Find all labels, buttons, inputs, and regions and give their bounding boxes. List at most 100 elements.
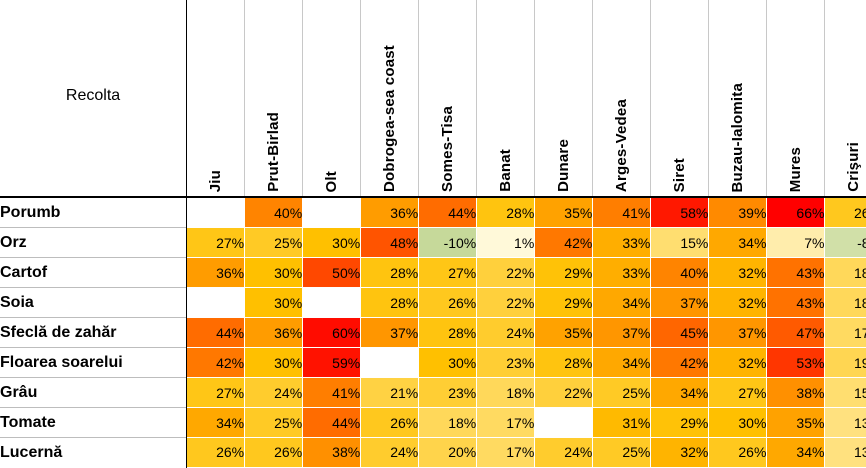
column-header-label: Crişuri <box>845 142 863 192</box>
value-cell: 21% <box>360 377 420 408</box>
value-cell: 38% <box>302 437 362 468</box>
value-cell: 41% <box>592 196 652 228</box>
value-cell: 15% <box>650 227 710 258</box>
value-cell: 58% <box>650 196 710 228</box>
crop-name: Grâu <box>0 377 188 408</box>
value-cell: 34% <box>592 347 652 378</box>
value-cell: 36% <box>360 196 420 228</box>
crop-name: Porumb <box>0 196 188 228</box>
value-cell: 38% <box>766 377 826 408</box>
value-cell: 50% <box>302 257 362 288</box>
column-header-label: Jiu <box>207 169 225 192</box>
value-cell: 24% <box>534 437 594 468</box>
value-cell: 28% <box>534 347 594 378</box>
value-cell: 37% <box>592 317 652 348</box>
value-cell: 33% <box>592 227 652 258</box>
value-cell: 44% <box>186 317 246 348</box>
value-cell: 24% <box>476 317 536 348</box>
value-cell <box>534 407 594 438</box>
crop-name: Tomate <box>0 407 188 438</box>
crop-name: Cartof <box>0 257 188 288</box>
value-cell: 23% <box>476 347 536 378</box>
value-cell: 24% <box>244 377 304 408</box>
value-cell: 29% <box>534 287 594 318</box>
value-cell: 25% <box>592 437 652 468</box>
value-cell: 24% <box>360 437 420 468</box>
column-header: Arges-Vedea <box>592 0 651 198</box>
value-cell: 32% <box>708 287 768 318</box>
column-header: Buzau-Ialomita <box>708 0 767 198</box>
crop-name: Lucernă <box>0 437 188 467</box>
value-cell: 29% <box>650 407 710 438</box>
value-cell: 30% <box>418 347 478 378</box>
value-cell: 18% <box>476 377 536 408</box>
value-cell: 30% <box>302 227 362 258</box>
value-cell: 30% <box>244 287 304 318</box>
value-cell: 40% <box>244 196 304 228</box>
value-cell: 37% <box>650 287 710 318</box>
value-cell: 40% <box>650 257 710 288</box>
column-header: Banat <box>476 0 535 198</box>
value-cell: 18% <box>418 407 478 438</box>
value-cell: 53% <box>766 347 826 378</box>
table-row: Soia 30% 28%26%22%29%34%37%32%43%18% <box>0 287 866 318</box>
value-cell: 37% <box>708 317 768 348</box>
value-cell <box>186 287 246 318</box>
column-header-label: Prut-Birlad <box>265 112 283 192</box>
column-header-label: Arges-Vedea <box>613 98 631 192</box>
value-cell: 34% <box>592 287 652 318</box>
crop-name: Sfeclă de zahăr <box>0 317 188 348</box>
column-header-label: Siret <box>671 157 689 192</box>
value-cell: 26% <box>244 437 304 468</box>
value-cell: 15% <box>824 377 866 408</box>
value-cell: 30% <box>244 257 304 288</box>
value-cell: 25% <box>244 227 304 258</box>
column-header: Crişuri <box>824 0 866 198</box>
value-cell: 28% <box>476 196 536 228</box>
value-cell: 23% <box>418 377 478 408</box>
value-cell: 43% <box>766 287 826 318</box>
table-row: Sfeclă de zahăr 44% 36% 60% 37% 28% 24% 35% 37% 4… <box>0 317 866 348</box>
value-cell: 22% <box>476 287 536 318</box>
column-header-label: Buzau-Ialomita <box>729 82 747 192</box>
value-cell: 36% <box>186 257 246 288</box>
value-cell: 25% <box>592 377 652 408</box>
crop-name: Floarea soarelui <box>0 347 188 378</box>
value-cell: 41% <box>302 377 362 408</box>
value-cell: 36% <box>244 317 304 348</box>
crop-name: Soia <box>0 287 188 318</box>
value-cell <box>302 287 362 318</box>
value-cell: 42% <box>186 347 246 378</box>
column-header: Dobrogea-sea coast <box>360 0 419 198</box>
value-cell: 60% <box>302 317 362 348</box>
value-cell: 22% <box>534 377 594 408</box>
value-cell: 48% <box>360 227 420 258</box>
value-cell: 35% <box>534 317 594 348</box>
column-header: Jiu <box>186 0 245 198</box>
table-row: Porumb 40% 36%44%28%35%41%58%39%66%26% <box>0 196 866 228</box>
value-cell: 32% <box>650 437 710 468</box>
table-body: Porumb40%36%44%28%35%41%58%39%66%26%Orz2… <box>0 196 866 468</box>
value-cell: 26% <box>708 437 768 468</box>
value-cell: 42% <box>650 347 710 378</box>
column-header: Siret <box>650 0 709 198</box>
value-cell: 35% <box>766 407 826 438</box>
value-cell: 44% <box>302 407 362 438</box>
value-cell: 17% <box>476 407 536 438</box>
value-cell: 18% <box>824 257 866 288</box>
column-header-label: Banat <box>497 149 515 192</box>
value-cell: 28% <box>360 287 420 318</box>
value-cell: 39% <box>708 196 768 228</box>
value-cell: 32% <box>708 257 768 288</box>
value-cell: 27% <box>708 377 768 408</box>
value-cell: 30% <box>244 347 304 378</box>
value-cell: 43% <box>766 257 826 288</box>
column-header: Prut-Birlad <box>244 0 303 198</box>
value-cell: 35% <box>534 196 594 228</box>
value-cell: 30% <box>708 407 768 438</box>
value-cell <box>302 196 362 228</box>
header-row: Recolta Jiu Prut-Birlad Olt Dobrogea-sea co… <box>0 0 866 198</box>
value-cell: 18% <box>824 287 866 318</box>
